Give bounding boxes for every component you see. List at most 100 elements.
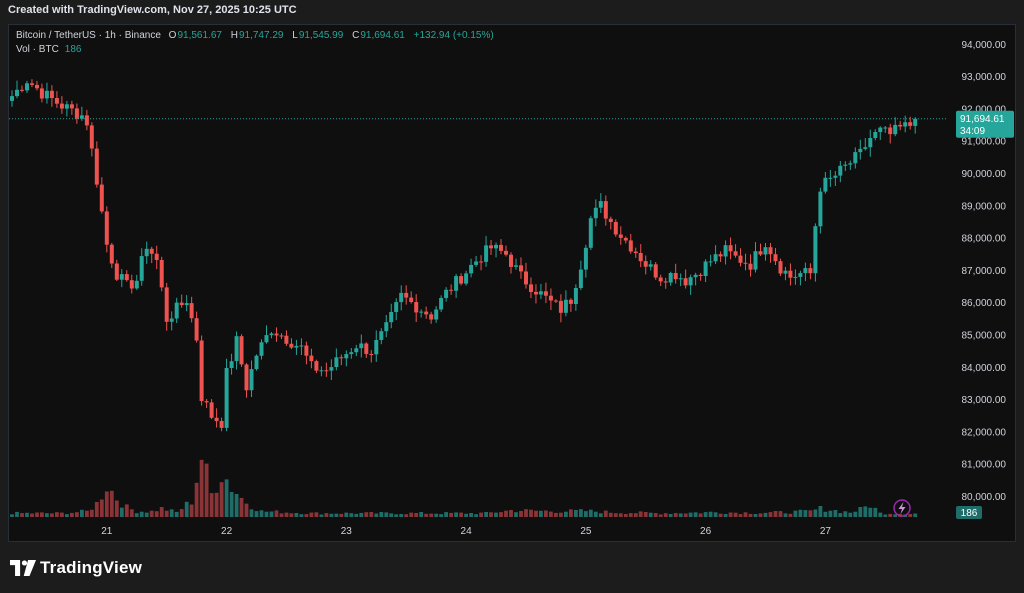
volume-bar: [194, 482, 199, 517]
high-value: 91,747.29: [238, 30, 284, 41]
close-value: 91,694.61: [360, 30, 405, 41]
volume-bar: [758, 513, 763, 517]
candle: [763, 243, 768, 261]
candle: [449, 284, 454, 295]
volume-bar: [868, 507, 873, 517]
price-axis[interactable]: 80,000.00 81,000.00 82,000.00 83,000.00 84,0…: [962, 40, 1007, 503]
candle: [379, 328, 384, 345]
candle: [843, 161, 848, 171]
volume-bar: [668, 514, 673, 517]
candle: [454, 273, 459, 298]
candle: [758, 243, 763, 256]
y-tick-label: 85,000.00: [962, 331, 1007, 342]
candle: [718, 251, 723, 262]
candle: [469, 258, 474, 278]
chart-legend: Bitcoin / TetherUS · 1h · Binance O91,56…: [16, 29, 500, 57]
volume-bar: [139, 511, 144, 517]
candle: [529, 277, 533, 299]
volume-bar: [748, 513, 753, 517]
candle: [429, 311, 434, 324]
tradingview-brand[interactable]: TradingView: [10, 556, 142, 580]
candle: [119, 269, 124, 288]
candle: [484, 236, 489, 267]
candle: [54, 91, 59, 108]
volume-bar: [289, 513, 294, 517]
candle: [389, 303, 394, 329]
chart-frame[interactable]: [8, 24, 1016, 542]
volume-bar: [514, 512, 518, 517]
volume-row: Vol · BTC 186: [16, 43, 500, 57]
volume-bar: [808, 510, 813, 517]
candles: [10, 79, 918, 432]
candle: [648, 260, 653, 271]
candle: [20, 85, 24, 93]
candle: [234, 331, 239, 370]
volume-bar: [344, 512, 349, 517]
x-tick-label: 24: [461, 526, 473, 537]
symbol-label[interactable]: Bitcoin / TetherUS · 1h · Binance: [16, 30, 161, 41]
volume-bar: [374, 513, 379, 517]
volume-bar: [30, 513, 34, 517]
volume-bar: [319, 514, 324, 517]
candle: [214, 408, 219, 428]
candle: [279, 333, 284, 340]
high-label: H: [230, 30, 238, 41]
candle: [713, 245, 718, 265]
candle: [553, 299, 558, 303]
volume-label[interactable]: Vol · BTC: [16, 44, 59, 55]
volume-bar: [89, 509, 94, 517]
time-axis[interactable]: 21 22 23 24 25 26 27: [101, 526, 831, 537]
volume-bar: [244, 503, 249, 517]
volume-bar: [414, 513, 419, 517]
volume-bar: [329, 513, 334, 517]
candle: [678, 273, 683, 287]
candle: [244, 363, 249, 398]
volume-bar: [489, 512, 493, 517]
volume-bar: [549, 511, 553, 517]
volume-bar: [359, 512, 364, 517]
volume-bar: [534, 510, 538, 517]
candle: [583, 244, 588, 278]
lightning-icon[interactable]: [893, 499, 911, 517]
volume-bar: [693, 512, 698, 517]
candle: [159, 256, 164, 292]
y-tick-label: 87,000.00: [962, 266, 1007, 277]
volume-bar: [713, 512, 718, 517]
volume-bar: [99, 499, 104, 517]
volume-bar: [324, 513, 329, 517]
candle: [149, 246, 154, 264]
candle: [708, 254, 713, 267]
candle: [783, 266, 788, 281]
candle: [524, 262, 528, 289]
volume-bar: [309, 512, 314, 517]
candle: [748, 254, 753, 277]
volume-bar: [913, 513, 918, 517]
volume-bar: [434, 513, 439, 517]
volume-bar: [908, 514, 913, 517]
candle: [504, 245, 508, 257]
candle: [633, 247, 638, 258]
volume-bar: [454, 512, 458, 517]
y-tick-label: 88,000.00: [962, 234, 1007, 245]
volume-bar: [579, 509, 583, 517]
volume-bar: [833, 510, 838, 517]
volume-bar: [50, 513, 54, 517]
volume-bar: [204, 463, 209, 517]
candle: [189, 296, 194, 323]
candle: [64, 100, 69, 117]
volume-bar: [843, 511, 848, 517]
volume-bar: [449, 512, 453, 517]
candle: [593, 199, 598, 227]
candle: [534, 284, 538, 304]
volume-bar: [888, 513, 893, 517]
candle: [339, 354, 344, 366]
candle: [653, 262, 658, 280]
candle: [369, 350, 374, 363]
volume-bar: [499, 512, 503, 517]
x-tick-label: 23: [341, 526, 353, 537]
candle: [404, 285, 409, 305]
volume-bar: [793, 510, 798, 517]
candle: [329, 359, 334, 380]
candle: [688, 274, 693, 295]
